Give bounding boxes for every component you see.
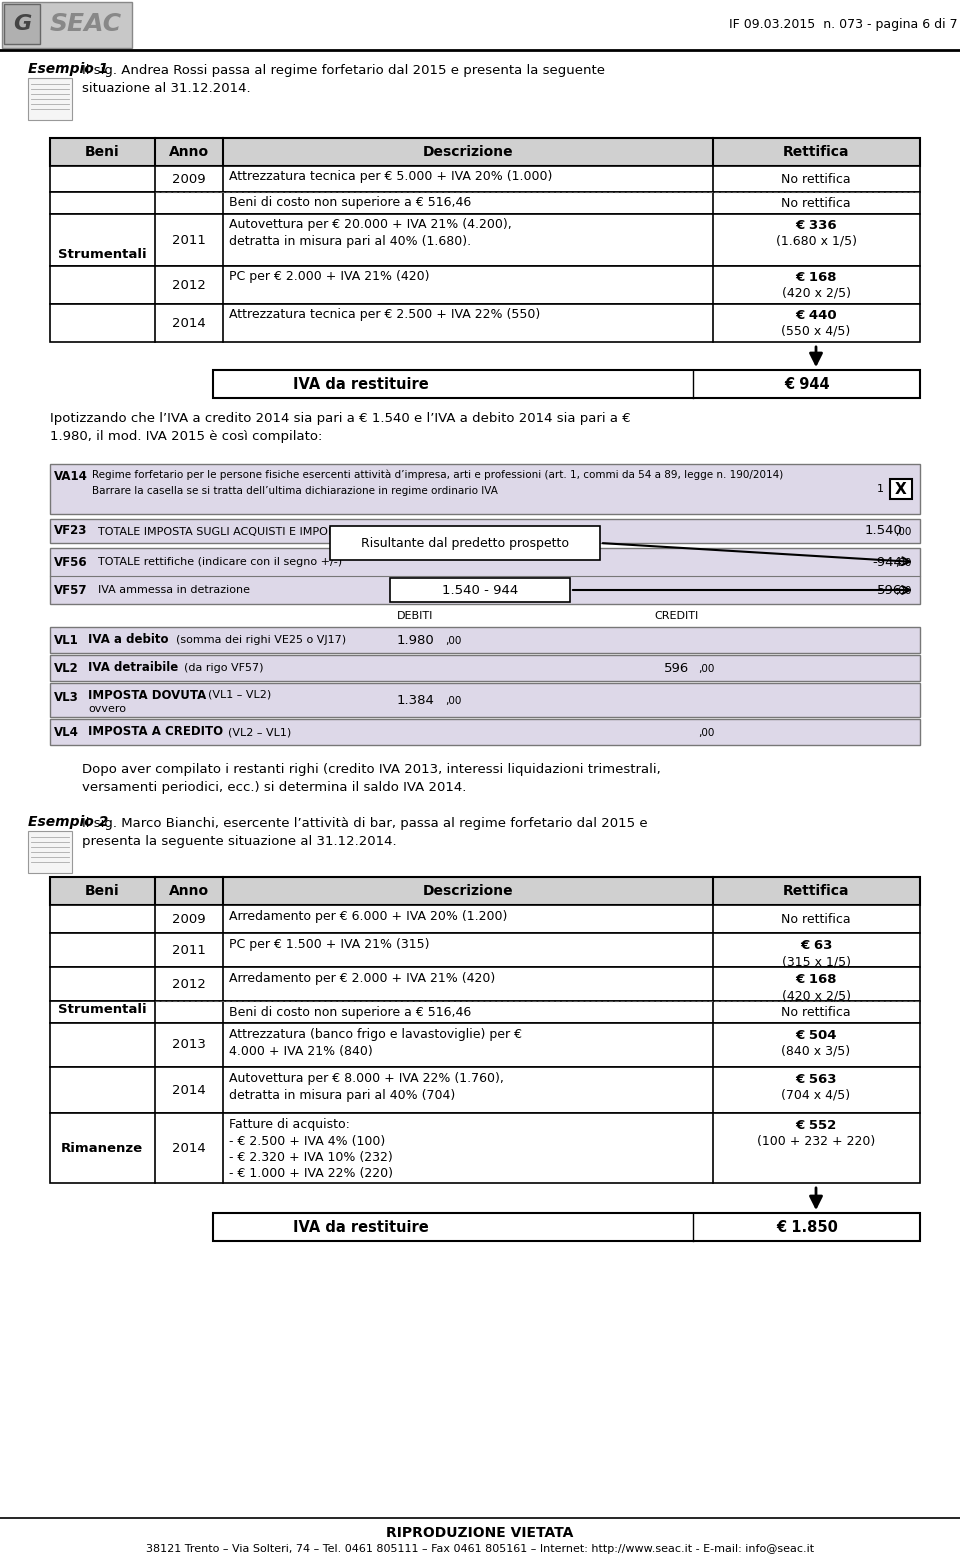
Text: Strumentali: Strumentali (58, 247, 146, 260)
Text: (420 x 2/5): (420 x 2/5) (781, 286, 851, 299)
Text: Dopo aver compilato i restanti righi (credito IVA 2013, interessi liquidazioni t: Dopo aver compilato i restanti righi (cr… (82, 762, 660, 776)
Bar (50, 464, 920, 513)
Text: IMPOSTA A CREDITO: IMPOSTA A CREDITO (88, 725, 228, 738)
Bar (50, 1067, 920, 1113)
Text: 2013: 2013 (172, 1038, 206, 1052)
Text: IVA da restituire: IVA da restituire (293, 377, 429, 392)
Text: DEBITI: DEBITI (397, 612, 434, 621)
Text: Beni di costo non superiore a € 516,46: Beni di costo non superiore a € 516,46 (229, 196, 471, 209)
Text: Descrizione: Descrizione (422, 145, 514, 159)
Bar (50, 303, 920, 342)
Text: 2014: 2014 (172, 1142, 205, 1155)
Text: VF57: VF57 (54, 584, 87, 596)
Text: 1.980, il mod. IVA 2015 è così compilato:: 1.980, il mod. IVA 2015 è così compilato… (50, 429, 323, 443)
Text: Attrezzatura (banco frigo e lavastoviglie) per €
4.000 + IVA 21% (840): Attrezzatura (banco frigo e lavastovigli… (229, 1029, 522, 1058)
Text: (1.680 x 1/5): (1.680 x 1/5) (776, 233, 856, 247)
Text: (840 x 3/5): (840 x 3/5) (781, 1046, 851, 1058)
Text: 38121 Trento – Via Solteri, 74 – Tel. 0461 805111 – Fax 0461 805161 – Internet: : 38121 Trento – Via Solteri, 74 – Tel. 04… (146, 1544, 814, 1554)
Text: VL3: VL3 (54, 691, 79, 703)
Text: 2009: 2009 (172, 912, 205, 926)
Bar (2, 2, 132, 48)
Text: IVA a debito: IVA a debito (88, 632, 173, 646)
Text: (100 + 232 + 220): (100 + 232 + 220) (756, 1134, 876, 1148)
Text: Anno: Anno (169, 884, 209, 898)
Bar (4, 5, 40, 44)
Text: VF56: VF56 (54, 555, 87, 568)
Text: Esempio 2: Esempio 2 (28, 815, 108, 829)
Text: Ipotizzando che l’IVA a credito 2014 sia pari a € 1.540 e l’IVA a debito 2014 si: Ipotizzando che l’IVA a credito 2014 sia… (50, 412, 631, 425)
Text: 2009: 2009 (172, 173, 205, 185)
Text: € 504: € 504 (795, 1029, 837, 1043)
Bar (50, 1022, 920, 1067)
Text: Attrezzatura tecnica per € 2.500 + IVA 22% (550): Attrezzatura tecnica per € 2.500 + IVA 2… (229, 308, 540, 321)
Text: IVA detraibile: IVA detraibile (88, 660, 182, 674)
Text: Descrizione: Descrizione (422, 884, 514, 898)
Text: Risultante dal predetto prospetto: Risultante dal predetto prospetto (361, 537, 569, 549)
Text: € 1.850: € 1.850 (776, 1220, 838, 1234)
Text: ,00: ,00 (445, 636, 462, 646)
Text: Regime forfetario per le persone fisiche esercenti attività d’impresa, arti e pr: Regime forfetario per le persone fisiche… (92, 468, 783, 479)
Bar (28, 78, 72, 120)
Bar (50, 166, 920, 191)
Text: 2011: 2011 (172, 943, 206, 957)
Text: € 440: € 440 (795, 310, 837, 322)
Text: No rettifica: No rettifica (781, 196, 851, 210)
Text: VA14: VA14 (54, 470, 88, 482)
Text: € 552: € 552 (796, 1119, 836, 1133)
Text: ,00: ,00 (896, 559, 912, 568)
Text: 1.384: 1.384 (396, 694, 434, 706)
Bar (213, 370, 920, 398)
Text: Rettifica: Rettifica (782, 145, 850, 159)
Text: VL2: VL2 (54, 661, 79, 674)
Text: 1.980: 1.980 (396, 633, 434, 646)
Bar (50, 966, 920, 1001)
Text: Beni: Beni (84, 884, 119, 898)
Text: Beni: Beni (84, 145, 119, 159)
Text: TOTALE rettifiche (indicare con il segno +/-): TOTALE rettifiche (indicare con il segno… (98, 557, 342, 566)
Text: Barrare la casella se si tratta dell’ultima dichiarazione in regime ordinario IV: Barrare la casella se si tratta dell’ult… (92, 485, 498, 496)
Bar (50, 719, 920, 745)
Bar (50, 138, 920, 166)
Text: € 563: € 563 (795, 1074, 837, 1086)
Text: Rettifica: Rettifica (782, 884, 850, 898)
Text: PC per € 2.000 + IVA 21% (420): PC per € 2.000 + IVA 21% (420) (229, 271, 429, 283)
Text: (somma dei righi VE25 o VJ17): (somma dei righi VE25 o VJ17) (176, 635, 347, 646)
Text: Autovettura per € 20.000 + IVA 21% (4.200),
detratta in misura pari al 40% (1.68: Autovettura per € 20.000 + IVA 21% (4.20… (229, 218, 512, 247)
Text: RIPRODUZIONE VIETATA: RIPRODUZIONE VIETATA (386, 1526, 574, 1540)
Text: Strumentali: Strumentali (58, 1002, 146, 1016)
Text: No rettifica: No rettifica (781, 1005, 851, 1019)
Text: ,00: ,00 (896, 527, 912, 537)
Text: IF 09.03.2015  n. 073 - pagina 6 di 7: IF 09.03.2015 n. 073 - pagina 6 di 7 (730, 17, 958, 31)
Text: ,00: ,00 (698, 728, 715, 738)
Text: -944: -944 (872, 555, 902, 568)
Text: 1: 1 (876, 484, 883, 493)
Text: 1.540: 1.540 (864, 524, 902, 537)
Text: G: G (12, 14, 31, 34)
Text: Arredamento per € 6.000 + IVA 20% (1.200): Arredamento per € 6.000 + IVA 20% (1.200… (229, 910, 508, 923)
Text: SEAC: SEAC (50, 12, 122, 36)
Bar (50, 548, 920, 604)
Bar (390, 577, 570, 602)
Text: (550 x 4/5): (550 x 4/5) (781, 324, 851, 338)
Text: 2012: 2012 (172, 977, 206, 991)
Text: No rettifica: No rettifica (781, 173, 851, 185)
Text: 2011: 2011 (172, 233, 206, 246)
Bar (50, 1113, 920, 1183)
Text: No rettifica: No rettifica (781, 912, 851, 926)
Text: (420 x 2/5): (420 x 2/5) (781, 990, 851, 1002)
Text: Fatture di acquisto:
- € 2.500 + IVA 4% (100)
- € 2.320 + IVA 10% (232)
- € 1.00: Fatture di acquisto: - € 2.500 + IVA 4% … (229, 1119, 393, 1181)
Text: (VL1 – VL2): (VL1 – VL2) (208, 689, 272, 699)
Bar (330, 526, 600, 560)
Text: (704 x 4/5): (704 x 4/5) (781, 1089, 851, 1102)
Bar (50, 520, 920, 543)
Text: (VL2 – VL1): (VL2 – VL1) (228, 727, 291, 738)
Bar (50, 655, 920, 682)
Text: € 168: € 168 (795, 972, 837, 987)
Text: 596: 596 (663, 661, 689, 674)
Text: CREDITI: CREDITI (655, 612, 699, 621)
Text: X: X (895, 481, 907, 496)
Bar (50, 1001, 920, 1022)
Text: Anno: Anno (169, 145, 209, 159)
Bar (50, 266, 920, 303)
Text: € 336: € 336 (795, 219, 837, 232)
